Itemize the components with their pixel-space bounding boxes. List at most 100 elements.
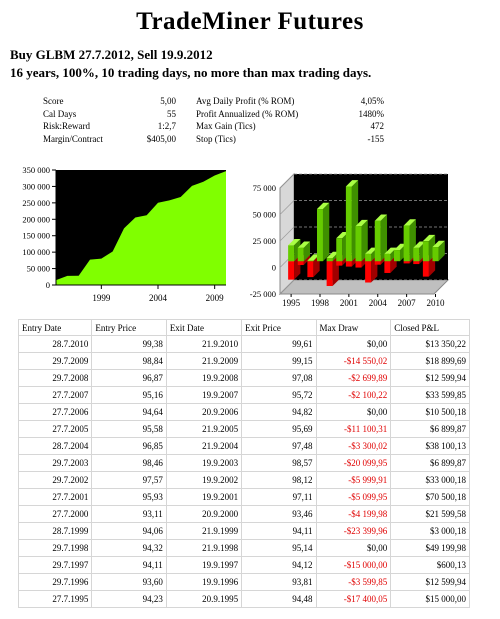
stat-row: Margin/Contract $405,00 (43, 133, 176, 146)
table-cell: 95,69 (241, 420, 317, 438)
y-tick-label: 100 000 (22, 247, 50, 257)
profit-bar-top (307, 254, 320, 261)
table-cell: -$17 400,05 (315, 590, 392, 608)
table-cell: 29.7.2009 (17, 352, 93, 370)
profit-bar-top (345, 180, 359, 187)
stat-row: Risk:Reward 1:2,7 (43, 120, 176, 133)
table-cell: -$20 099,95 (315, 454, 392, 472)
profit-bar-top (288, 239, 301, 246)
stat-row: Score 5,00 (43, 95, 176, 108)
table-cell: 21.9.2005 (165, 420, 243, 438)
table-cell: 27.7.2005 (17, 420, 93, 438)
table-cell: $12 599,94 (390, 369, 470, 387)
table-row: 29.7.2009 98,84 21.9.2009 99,15 -$14 550,02 $… (17, 352, 470, 370)
profit-bar (422, 241, 429, 262)
table-cell: 93,11 (91, 505, 167, 523)
table-cell: 99,38 (91, 335, 167, 353)
table-cell: 27.7.2007 (17, 386, 93, 404)
profit-bar (336, 238, 343, 262)
table-cell: 94,06 (91, 522, 167, 540)
table-cell: $10 500,18 (390, 403, 470, 421)
profit-bar-side (438, 240, 445, 262)
table-cell: 93,81 (241, 573, 317, 591)
yearly-pnl-chart: -25 000 0 25 000 50 000 75 000 1995 1998 2001 20… (250, 172, 450, 308)
table-cell: 95,16 (91, 386, 167, 404)
stat-label: Margin/Contract (43, 133, 103, 144)
profit-bar-top (422, 234, 436, 242)
table-cell: 27.7.1995 (17, 590, 93, 608)
profit-bar (355, 226, 362, 262)
page-title: TradeMiner Futures (136, 8, 364, 35)
y-tick-label: 75 000 (253, 183, 276, 193)
column-header: Exit Price (241, 319, 317, 336)
table-cell: -$14 550,02 (315, 352, 392, 370)
table-cell: -$2 699,89 (315, 369, 392, 387)
stat-value: 1:2,7 (157, 121, 176, 131)
profit-bar-top (384, 247, 397, 254)
profit-bar-side (303, 241, 311, 262)
table-cell: 29.7.1998 (17, 539, 93, 557)
stat-value: $405,00 (146, 133, 176, 144)
table-cell: 19.9.1996 (165, 573, 243, 591)
profit-bar (394, 250, 400, 262)
table-cell: 99,61 (241, 335, 317, 353)
loss-bar (307, 261, 314, 278)
y-tick-label: 250 000 (22, 198, 50, 208)
table-cell: $70 500,18 (390, 488, 470, 506)
table-row: 27.7.2007 95,16 19.9.2007 95,72 -$2 100,22 $3… (17, 386, 470, 404)
table-cell: 27.7.2000 (17, 505, 93, 523)
table-cell: $3 000,18 (390, 522, 470, 540)
table-row: 29.7.2002 97,57 19.9.2002 98,12 -$5 999,91 $3… (17, 471, 470, 489)
y-tick-label: 200 000 (22, 214, 50, 224)
table-cell: 96,87 (91, 369, 167, 387)
stat-value: 55 (167, 108, 176, 119)
table-cell: $33 000,18 (390, 471, 470, 489)
table-cell: 94,32 (91, 539, 167, 557)
table-row: 27.7.2000 93,11 20.9.2000 93,46 -$4 199,98 $2… (17, 505, 470, 523)
table-cell: 94,48 (241, 590, 317, 608)
table-cell: 27.7.2006 (17, 403, 93, 421)
table-cell: 94,12 (241, 556, 317, 574)
x-tick-label: 2009 (206, 293, 225, 303)
table-cell: $21 599,58 (390, 505, 470, 523)
profit-bar (288, 245, 295, 262)
table-cell: 93,46 (241, 505, 317, 523)
table-cell: 98,12 (241, 471, 317, 489)
table-cell: 97,11 (241, 488, 317, 506)
table-cell: 94,23 (91, 590, 167, 608)
table-cell: 21.9.1998 (165, 539, 243, 557)
table-row: 27.7.2001 95,93 19.9.2001 97,11 -$5 099,95 $7… (17, 488, 470, 506)
table-cell: 94,11 (91, 556, 167, 574)
table-cell: -$2 100,22 (315, 386, 392, 404)
x-tick-label: 2004 (369, 298, 388, 308)
loss-bar (422, 261, 429, 277)
table-cell: -$15 000,00 (315, 556, 392, 574)
profit-bar-top (374, 214, 388, 221)
table-cell: $38 100,13 (390, 437, 470, 455)
x-tick-label: 2010 (426, 298, 445, 308)
stats-right: Avg Daily Profit (% ROM) 4,05% Profit Ann… (196, 95, 384, 145)
y-tick-label: -25 000 (250, 289, 276, 299)
loss-bar (413, 261, 420, 265)
table-cell: 98,84 (91, 352, 167, 370)
loss-bar (297, 261, 304, 266)
table-row: 29.7.2008 96,87 19.9.2008 97,08 -$2 699,89 $1… (17, 369, 470, 387)
table-cell: $18 899,69 (390, 352, 470, 370)
profit-bar-side (361, 219, 368, 262)
stat-row: Stop (Tics) -155 (196, 133, 384, 146)
table-row: 28.7.1999 94,06 21.9.1999 94,11 -$23 399,96 $… (17, 522, 470, 540)
trade-criteria: 16 years, 100%, 10 trading days, no more… (10, 65, 372, 80)
table-cell: 29.7.2008 (17, 369, 93, 387)
x-tick-label: 1999 (92, 293, 111, 303)
column-header: Entry Price (91, 319, 167, 336)
profit-bar (413, 247, 420, 262)
stat-row: Profit Annualized (% ROM) 1480% (196, 108, 384, 121)
y-tick-label: 150 000 (22, 231, 50, 241)
profit-bar-top (297, 241, 311, 248)
loss-bar (326, 261, 333, 287)
stat-value: 472 (370, 121, 385, 131)
stat-label: Risk:Reward (43, 121, 90, 131)
equity-curve-chart: 0 50 000 100 000 150 000 200 000 250 000 300 0… (22, 165, 226, 303)
table-cell: 20.9.2006 (165, 403, 243, 421)
table-cell: 98,57 (241, 454, 317, 472)
